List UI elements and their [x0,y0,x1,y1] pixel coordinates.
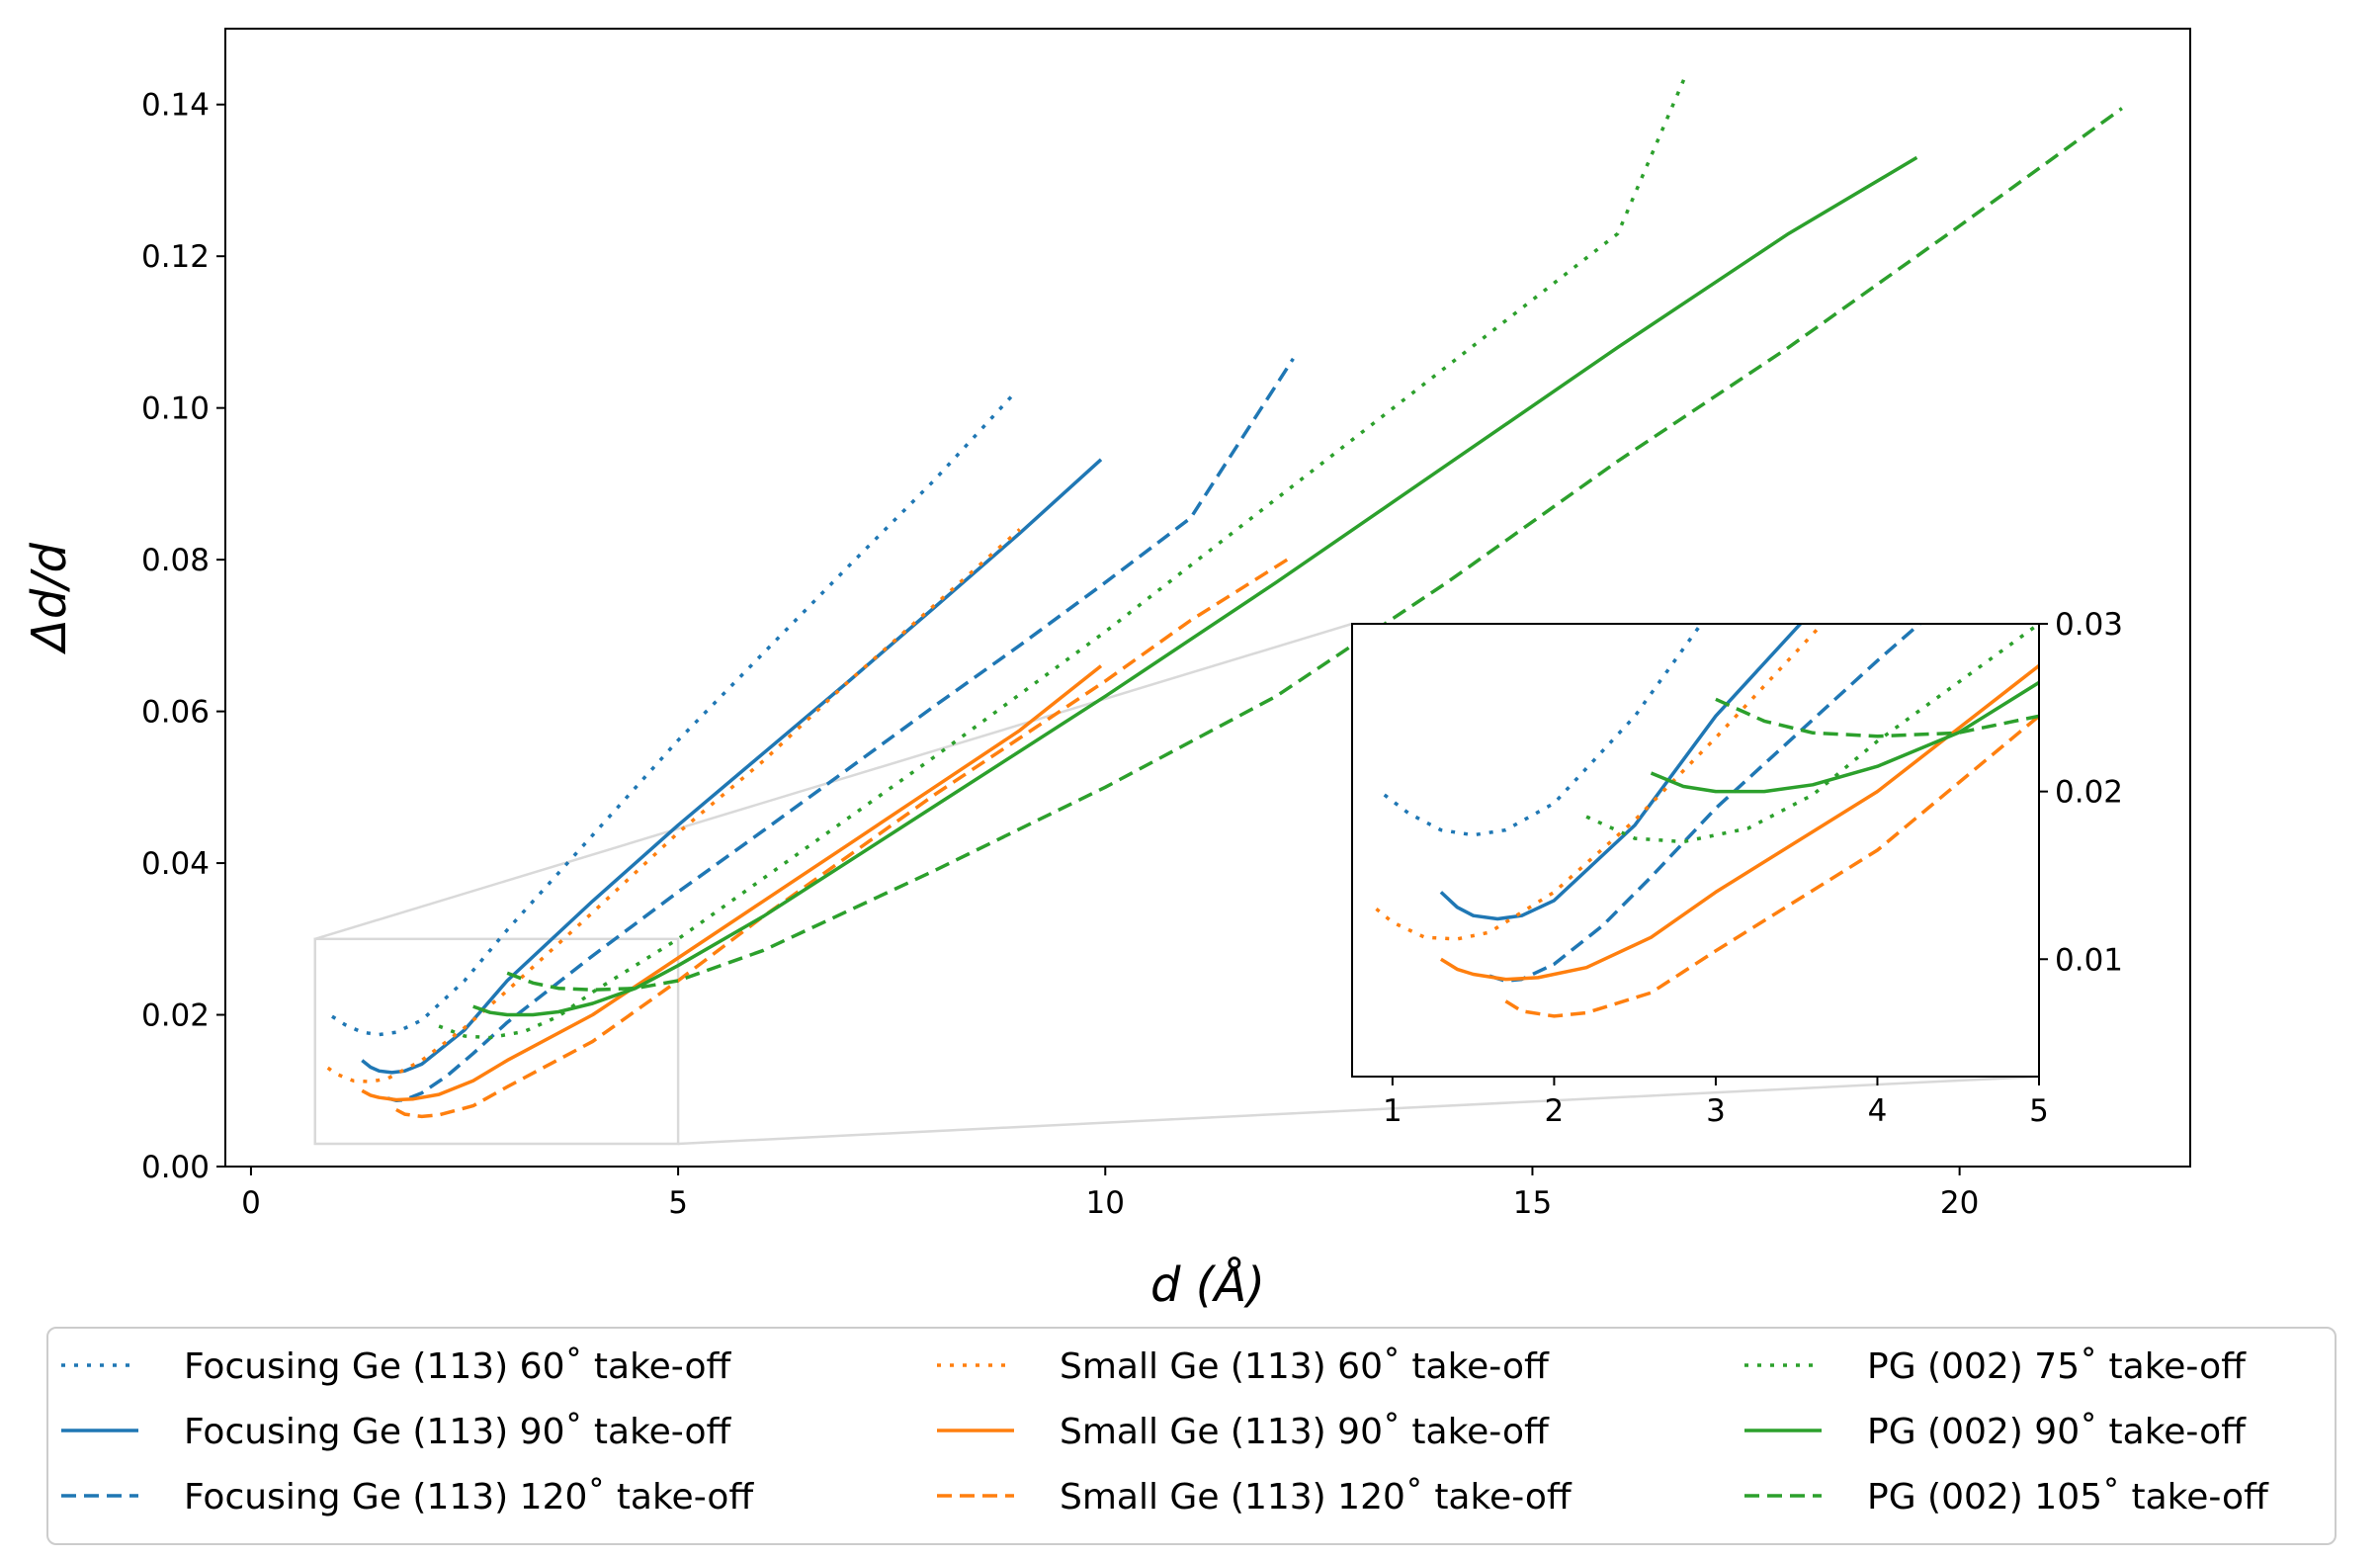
inset-series-focusing-ge-113-90-take-off [1439,624,1803,921]
inset-x-tick-label: 4 [1868,1093,1888,1129]
legend-label: PG (002) 105˚ take-off [1867,1477,2269,1517]
y-tick-label: 0.14 [141,88,210,124]
inset-series-focusing-ge-113-60-take-off [1383,624,1704,837]
main-plot-series [326,73,2123,1119]
inset-y-tick-label: 0.03 [2055,607,2123,643]
x-tick-label: 20 [1940,1185,1979,1221]
legend-label: Focusing Ge (113) 60˚ take-off [184,1346,731,1387]
y-tick-label: 0.04 [141,846,210,882]
zoom-region-box [313,937,680,1146]
inset-series-pg-002-90-take-off [1650,680,2039,794]
main-series-small-ge-113-120-take-off [395,554,1295,1119]
inset-background [1352,624,2039,1077]
inset-series-pg-002-105-take-off [1715,697,2039,738]
y-tick-label: 0.08 [141,543,210,578]
y-tick-label: 0.10 [141,391,210,427]
legend-label: Small Ge (113) 120˚ take-off [1060,1477,1572,1517]
legend-label: Focusing Ge (113) 90˚ take-off [184,1412,731,1452]
legend-label: Small Ge (113) 90˚ take-off [1060,1412,1550,1452]
main-axes: 0 5 10 15 20 0.00 0.02 0.04 0.06 0.08 0.10 0.12 0.14 [141,88,1979,1221]
y-tick-label: 0.06 [141,695,210,731]
main-series-pg-002-90-take-off [472,155,1918,1017]
y-tick-label: 0.02 [141,998,210,1034]
legend-label: Focusing Ge (113) 120˚ take-off [184,1477,754,1517]
legend: Focusing Ge (113) 60˚ take-off Focusing G… [61,1346,2269,1517]
legend-box [46,1327,2337,1545]
inset-x-tick-label: 5 [2029,1093,2049,1129]
x-tick-label: 5 [668,1185,688,1221]
main-series-small-ge-113-90-take-off [361,664,1103,1102]
legend-label: Small Ge (113) 60˚ take-off [1060,1346,1550,1387]
x-tick-label: 15 [1513,1185,1552,1221]
x-axis-title: d (Å) [1150,1257,1265,1313]
inset-x-tick-label: 1 [1383,1093,1402,1129]
y-tick-label: 0.00 [141,1150,210,1185]
main-plot-frame [224,28,2191,1168]
inset-plot-frame [1351,623,2040,1078]
inset-y-tick-label: 0.02 [2055,775,2123,811]
inset-series-small-ge-113-90-take-off [1439,663,2039,982]
inset-plot-series [1375,624,2039,1018]
x-tick-label: 10 [1086,1185,1125,1221]
inset-y-tick-label: 0.01 [2055,942,2123,978]
legend-label: PG (002) 90˚ take-off [1867,1412,2247,1452]
legend-label: PG (002) 75˚ take-off [1867,1346,2247,1387]
x-tick-label: 0 [241,1185,261,1221]
main-series-pg-002-105-take-off [506,107,2123,992]
inset-axes: 1 2 3 4 5 0.01 0.02 0.03 [1383,607,2123,1129]
inset-series-focusing-ge-113-120-take-off [1488,624,1922,984]
inset-x-tick-label: 2 [1545,1093,1565,1129]
main-series-focusing-ge-113-120-take-off [386,357,1295,1102]
zoom-connector-bottom [678,1075,2040,1146]
y-tick-label: 0.12 [141,239,210,275]
inset-x-tick-label: 3 [1706,1093,1726,1129]
y-axis-title: Δd/d [22,543,77,655]
